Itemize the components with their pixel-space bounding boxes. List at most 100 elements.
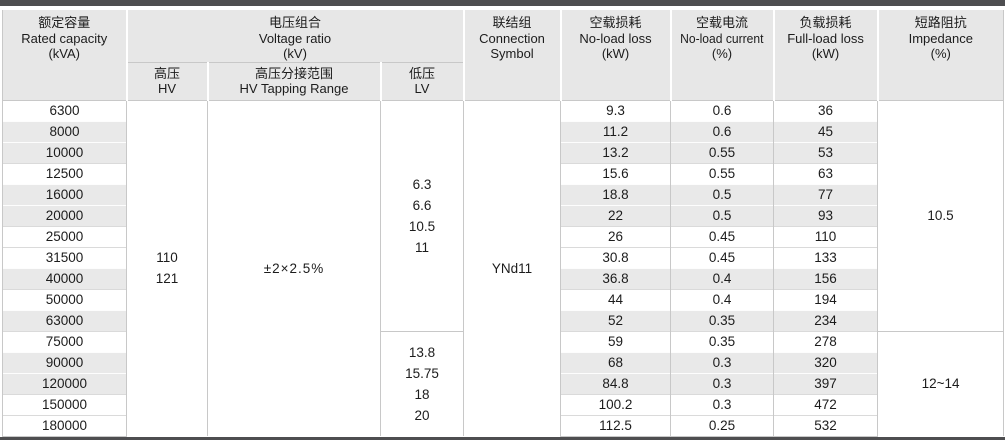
lv-value: 15.75	[405, 365, 439, 381]
header-lv: 低压 LV	[379, 62, 464, 101]
capacity-cell: 6300	[2, 99, 127, 121]
header-text-zh: 短路阻抗	[914, 15, 967, 30]
header-text-en: LV	[414, 81, 430, 96]
no-load-loss-cell: 9.3	[560, 99, 672, 121]
table-row: 31500 30.8 0.45 133	[2, 246, 1004, 268]
capacity-cell: 90000	[2, 351, 127, 373]
header-text-en: Rated capacity	[21, 30, 108, 46]
no-load-current-cell: 0.55	[670, 162, 775, 184]
table-row: 120000 84.8 0.3 397	[2, 372, 1004, 394]
header-text-zh: 联结组	[492, 15, 532, 30]
header-text-zh: 空载电流	[696, 15, 749, 30]
no-load-loss-cell: 68	[560, 351, 672, 373]
full-load-loss-cell: 194	[773, 288, 879, 310]
header-text-en: No-load loss	[579, 30, 652, 46]
no-load-current-cell: 0.5	[670, 204, 775, 226]
lv-value: 20	[414, 407, 430, 423]
table-row: 25000 26 0.45 110	[2, 225, 1004, 247]
capacity-cell: 75000	[2, 330, 127, 352]
full-load-loss-cell: 53	[773, 141, 879, 163]
capacity-cell: 25000	[2, 225, 127, 247]
table-row: 6300 110 121 ±2×2.5% 6.3 6.6 10.5 11 YNd…	[2, 99, 1005, 436]
no-load-loss-cell: 13.2	[560, 141, 672, 163]
full-load-loss-cell: 77	[773, 183, 879, 205]
table-row: 180000 112.5 0.25 532	[2, 414, 1004, 437]
header-text-zh: 电压组合	[269, 15, 322, 30]
table-wrapper: 额定容量 Rated capacity (kVA) 电压组合 Voltage r…	[0, 10, 1005, 437]
table-row: 16000 18.8 0.5 77	[2, 183, 1004, 205]
table-row: 63000 52 0.35 234	[2, 309, 1004, 331]
lv-cell-group2: 13.8 15.75 18 20	[379, 331, 465, 436]
no-load-current-cell: 0.45	[670, 225, 775, 247]
no-load-current-cell: 0.55	[670, 141, 775, 163]
lv-value: 11	[415, 239, 430, 255]
header-connection-symbol: 联结组 Connection Symbol	[462, 10, 561, 101]
capacity-cell: 120000	[2, 372, 127, 394]
no-load-current-cell: 0.35	[670, 330, 775, 352]
header-hv-tapping-range: 高压分接范围 HV Tapping Range	[206, 62, 381, 101]
no-load-current-cell: 0.45	[670, 246, 775, 268]
full-load-loss-cell: 156	[773, 267, 879, 289]
table-row: 50000 44 0.4 194	[2, 288, 1004, 310]
connection-symbol-cell: YNd11	[463, 100, 562, 436]
top-divider-bar	[0, 0, 1005, 6]
header-text-unit: (kVA)	[48, 46, 81, 61]
header-text-unit: (%)	[930, 46, 951, 61]
tapping-range-value: ±2×2.5%	[263, 260, 325, 276]
header-full-load-loss: 负载损耗 Full-load loss (kW)	[772, 10, 878, 101]
header-text-unit: (%)	[711, 46, 733, 61]
header-text-zh: 高压分接范围	[254, 66, 333, 81]
table-row: 10000 13.2 0.55 53	[2, 141, 1004, 163]
top-gap	[0, 6, 1005, 10]
header-text-zh: 空载损耗	[589, 15, 642, 30]
header-text-unit: (kW)	[811, 46, 840, 61]
full-load-loss-cell: 36	[773, 99, 879, 121]
no-load-current-cell: 0.3	[670, 372, 775, 394]
no-load-loss-cell: 18.8	[560, 183, 672, 205]
hv-value: 121	[155, 271, 179, 287]
header-text-zh: 高压	[153, 66, 180, 81]
no-load-current-cell: 0.4	[670, 288, 775, 310]
no-load-loss-cell: 22	[560, 204, 672, 226]
full-load-loss-cell: 63	[773, 162, 879, 184]
full-load-loss-cell: 93	[773, 204, 879, 226]
lv-cell-group1: 6.3 6.6 10.5 11	[379, 100, 465, 332]
tapping-range-cell: ±2×2.5%	[207, 100, 381, 436]
lv-value: 6.6	[412, 197, 432, 213]
capacity-cell: 63000	[2, 309, 127, 331]
no-load-current-cell: 0.4	[670, 267, 775, 289]
no-load-current-cell: 0.6	[670, 99, 775, 121]
header-text-zh: 负载损耗	[799, 15, 852, 30]
full-load-loss-cell: 320	[773, 351, 879, 373]
capacity-cell: 40000	[2, 267, 127, 289]
no-load-current-cell: 0.3	[670, 351, 775, 373]
lv-value: 10.5	[408, 218, 436, 234]
header-text-en: HV	[157, 81, 177, 96]
capacity-cell: 20000	[2, 204, 127, 226]
no-load-loss-cell: 15.6	[560, 162, 672, 184]
header-text-en: Symbol	[490, 46, 534, 61]
impedance-cell-group2: 12~14	[877, 331, 1005, 436]
table-row: 20000 22 0.5 93	[2, 204, 1004, 226]
header-row-top: 额定容量 Rated capacity (kVA) 电压组合 Voltage r…	[2, 10, 1005, 101]
header-text-zh: 额定容量	[38, 15, 91, 30]
table-row: 12500 15.6 0.55 63	[2, 162, 1004, 184]
full-load-loss-cell: 133	[773, 246, 879, 268]
full-load-loss-cell: 278	[773, 330, 879, 352]
no-load-loss-cell: 44	[560, 288, 672, 310]
full-load-loss-cell: 110	[773, 225, 879, 247]
capacity-cell: 50000	[2, 288, 127, 310]
capacity-cell: 180000	[2, 414, 127, 437]
transformer-spec-table: 额定容量 Rated capacity (kVA) 电压组合 Voltage r…	[2, 10, 1005, 437]
no-load-loss-cell: 59	[560, 330, 672, 352]
no-load-current-cell: 0.6	[670, 120, 775, 142]
header-no-load-current: 空载电流 No-load current (%)	[669, 10, 774, 101]
header-no-load-loss: 空载损耗 No-load loss (kW)	[559, 10, 671, 101]
full-load-loss-cell: 234	[773, 309, 879, 331]
header-text-unit: (kV)	[283, 46, 307, 61]
table-row: 75000 13.8 15.75 18 20 59 0.35 278 12~14	[2, 330, 1005, 436]
header-text-en: No-load current	[680, 30, 764, 46]
table-row: 90000 68 0.3 320	[2, 351, 1004, 373]
impedance-cell-group1: 10.5	[877, 100, 1005, 332]
